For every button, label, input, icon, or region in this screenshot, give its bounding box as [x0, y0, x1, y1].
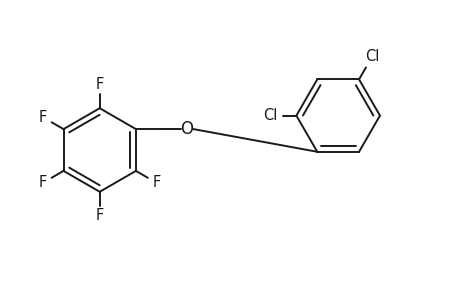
Text: O: O [179, 120, 193, 138]
Text: Cl: Cl [364, 49, 379, 64]
Text: F: F [39, 175, 47, 190]
Text: F: F [39, 110, 47, 125]
Text: F: F [95, 208, 104, 223]
Text: F: F [95, 77, 104, 92]
Text: F: F [152, 175, 160, 190]
Text: Cl: Cl [263, 108, 277, 123]
